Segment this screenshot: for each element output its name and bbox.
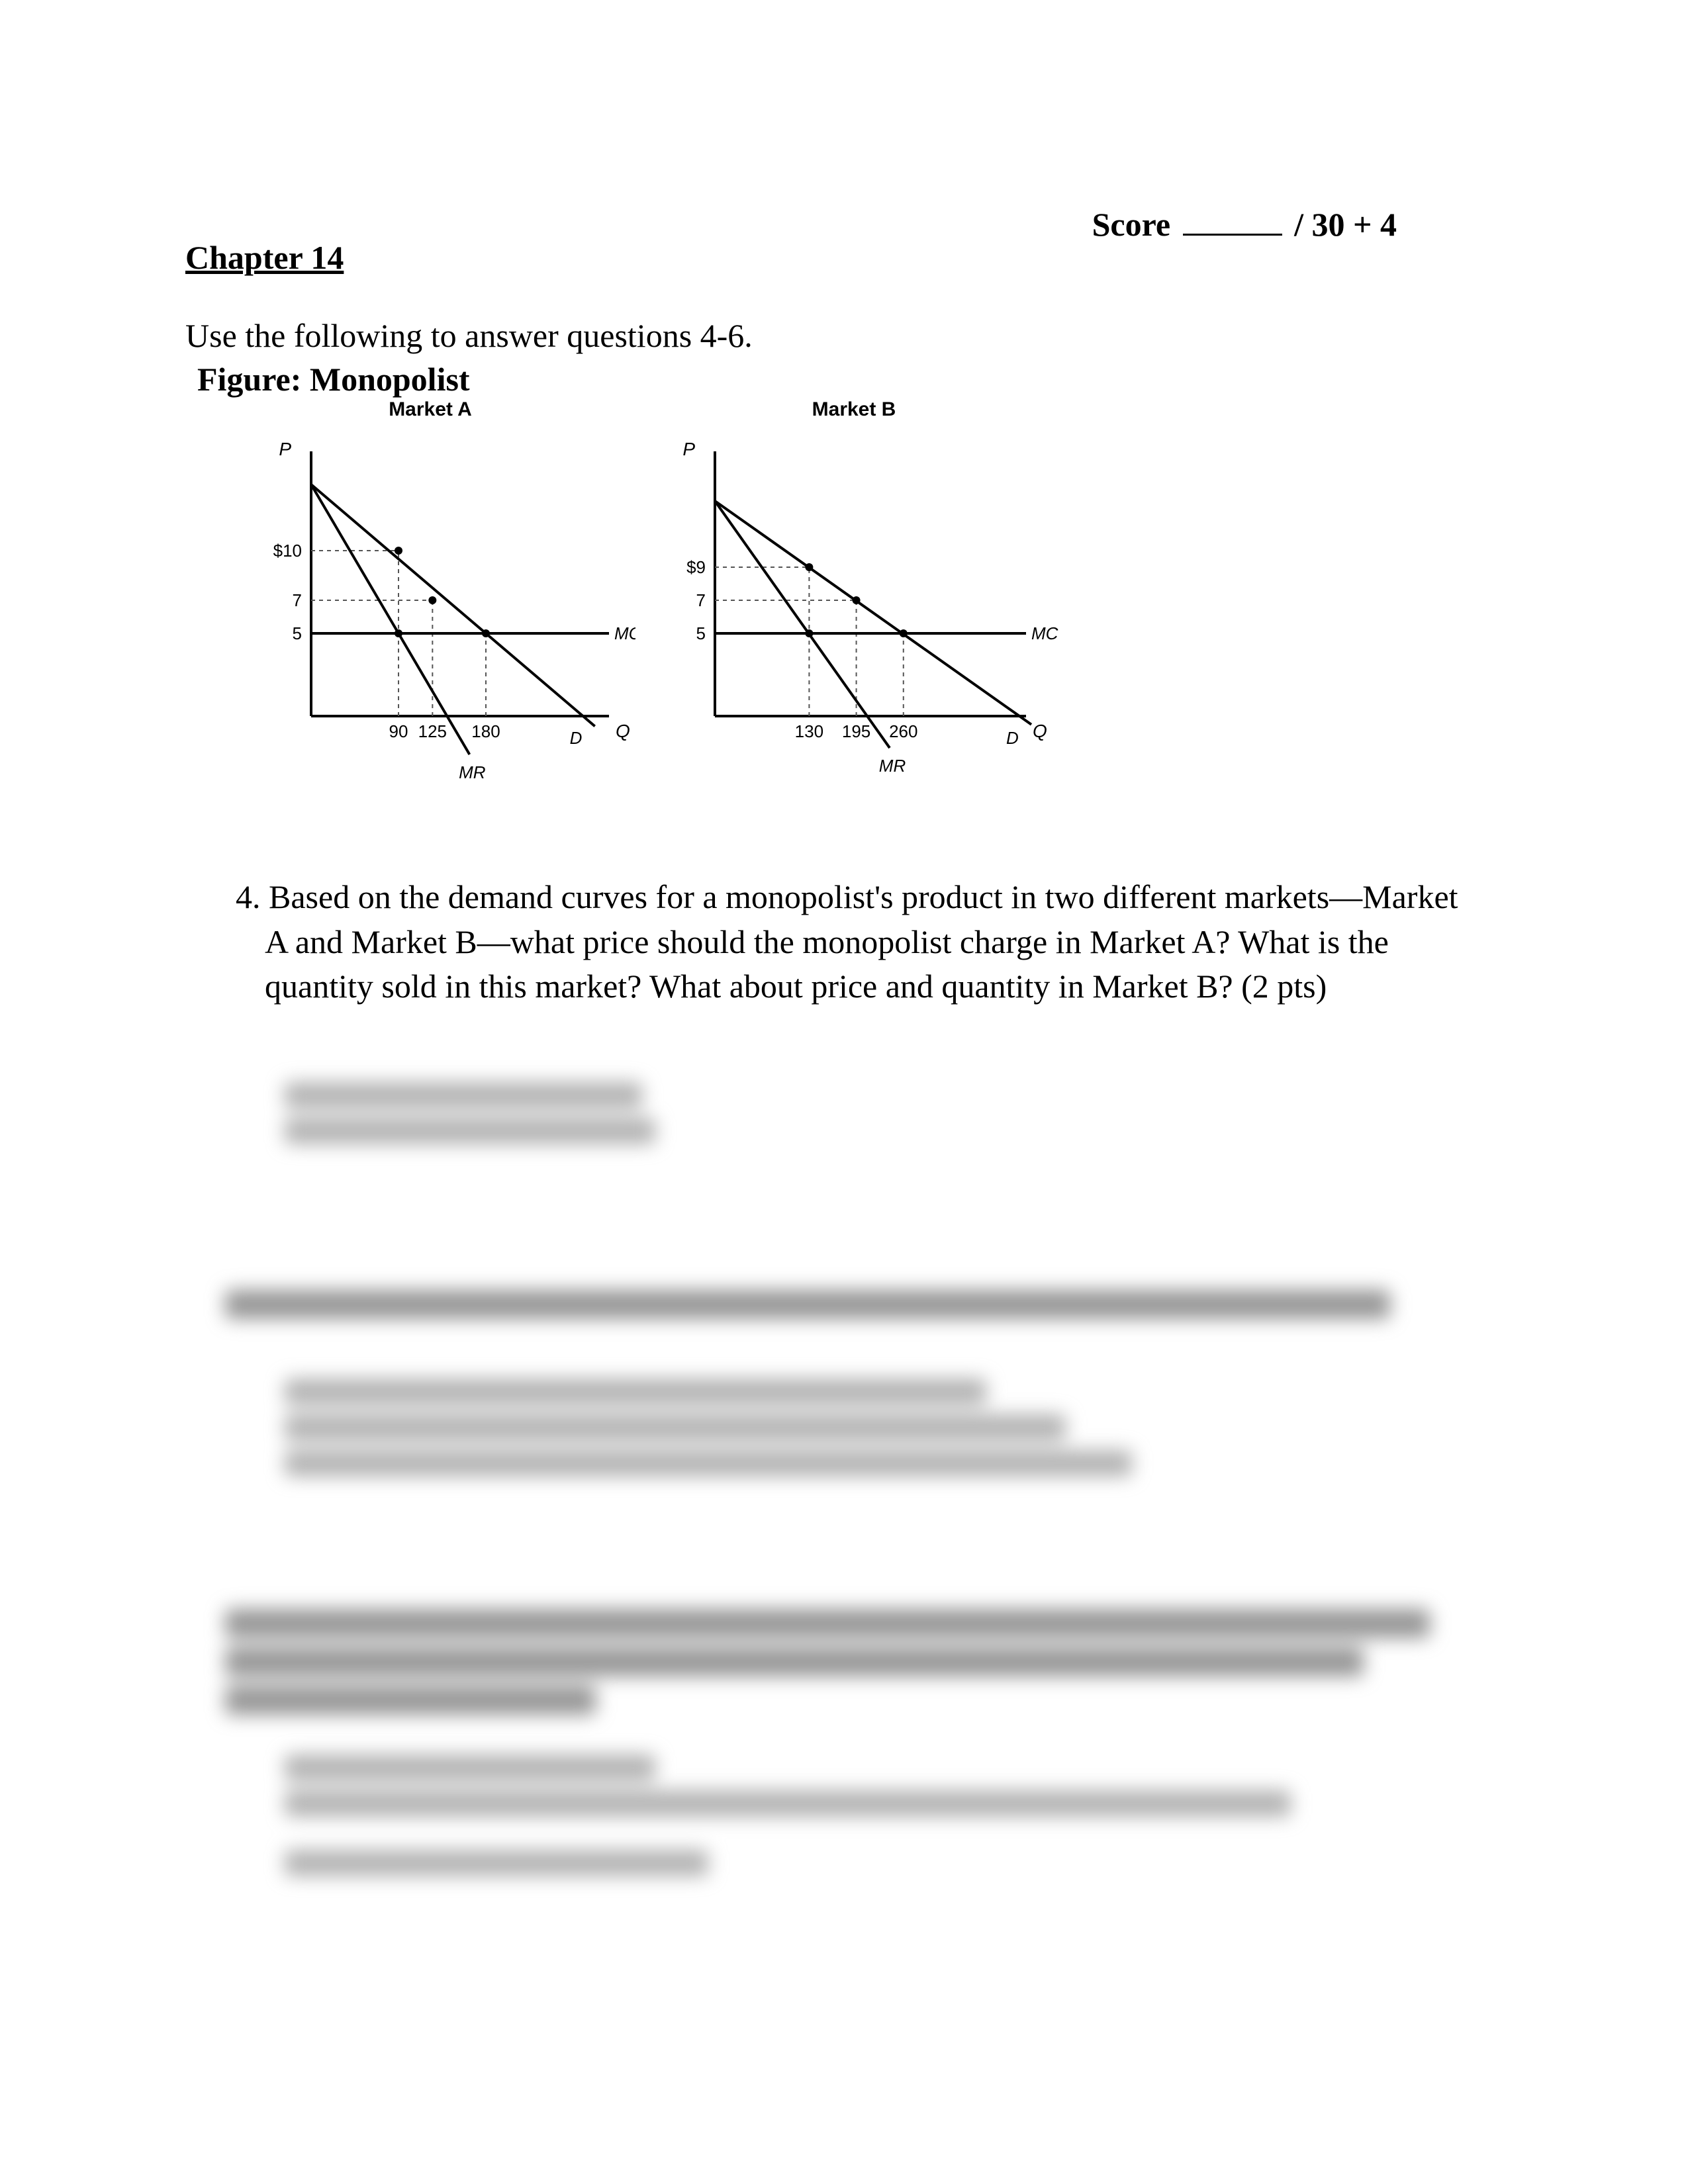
score-line: Score / 30 + 4 (1092, 205, 1397, 244)
svg-text:180: 180 (471, 721, 500, 741)
figure-title: Figure: Monopolist (197, 360, 1503, 398)
svg-text:D: D (1006, 728, 1019, 748)
question-4: 4. Based on the demand curves for a mono… (205, 875, 1503, 1009)
chart-a-wrap: Market A $10 7 5 90 125 180 P Q MC = AC D MR (225, 398, 635, 782)
svg-text:195: 195 (842, 721, 870, 741)
chart-b-title: Market B (812, 398, 896, 421)
chart-a-svg: $10 7 5 90 125 180 P Q MC = AC D MR (225, 425, 635, 782)
blurred-question-5 (225, 1290, 1436, 1319)
blurred-answer-6 (285, 1754, 1436, 1876)
svg-text:260: 260 (889, 721, 917, 741)
svg-text:125: 125 (418, 721, 447, 741)
score-suffix: / 30 + 4 (1294, 206, 1397, 243)
svg-text:5: 5 (696, 623, 706, 643)
svg-text:90: 90 (389, 721, 408, 741)
svg-text:MC = AC: MC = AC (614, 623, 635, 643)
page-root: Score / 30 + 4 Chapter 14 Use the follow… (0, 0, 1688, 2184)
chart-b-svg: $9 7 5 130 195 260 P Q MC = AC D MR (649, 425, 1059, 782)
svg-text:130: 130 (795, 721, 823, 741)
svg-text:5: 5 (293, 623, 302, 643)
blurred-question-6 (225, 1609, 1436, 1715)
svg-text:MR: MR (459, 762, 485, 782)
svg-text:MC = AC: MC = AC (1031, 623, 1059, 643)
svg-text:$10: $10 (273, 541, 302, 561)
svg-text:MR: MR (879, 756, 906, 776)
blurred-answer-4 (285, 1082, 1436, 1144)
blurred-answer-5 (285, 1379, 1436, 1477)
svg-text:$9: $9 (686, 557, 706, 577)
svg-text:Q: Q (616, 721, 630, 741)
svg-text:7: 7 (293, 590, 302, 610)
svg-text:Q: Q (1033, 721, 1047, 741)
charts-row: Market A $10 7 5 90 125 180 P Q MC = AC D MR Marke… (225, 398, 1503, 782)
svg-text:D: D (570, 728, 583, 748)
svg-text:7: 7 (696, 590, 706, 610)
svg-text:P: P (682, 439, 695, 459)
instruction-text: Use the following to answer questions 4-… (185, 316, 1503, 355)
chart-b-wrap: Market B $9 7 5 130 195 260 P Q MC = AC D MR (649, 398, 1059, 782)
score-blank (1183, 234, 1282, 236)
chart-a-title: Market A (389, 398, 472, 421)
chapter-title: Chapter 14 (185, 238, 1503, 277)
svg-text:P: P (279, 439, 291, 459)
score-prefix: Score (1092, 206, 1170, 243)
